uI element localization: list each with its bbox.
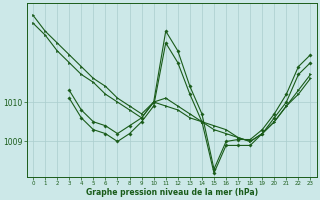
X-axis label: Graphe pression niveau de la mer (hPa): Graphe pression niveau de la mer (hPa) bbox=[86, 188, 258, 197]
